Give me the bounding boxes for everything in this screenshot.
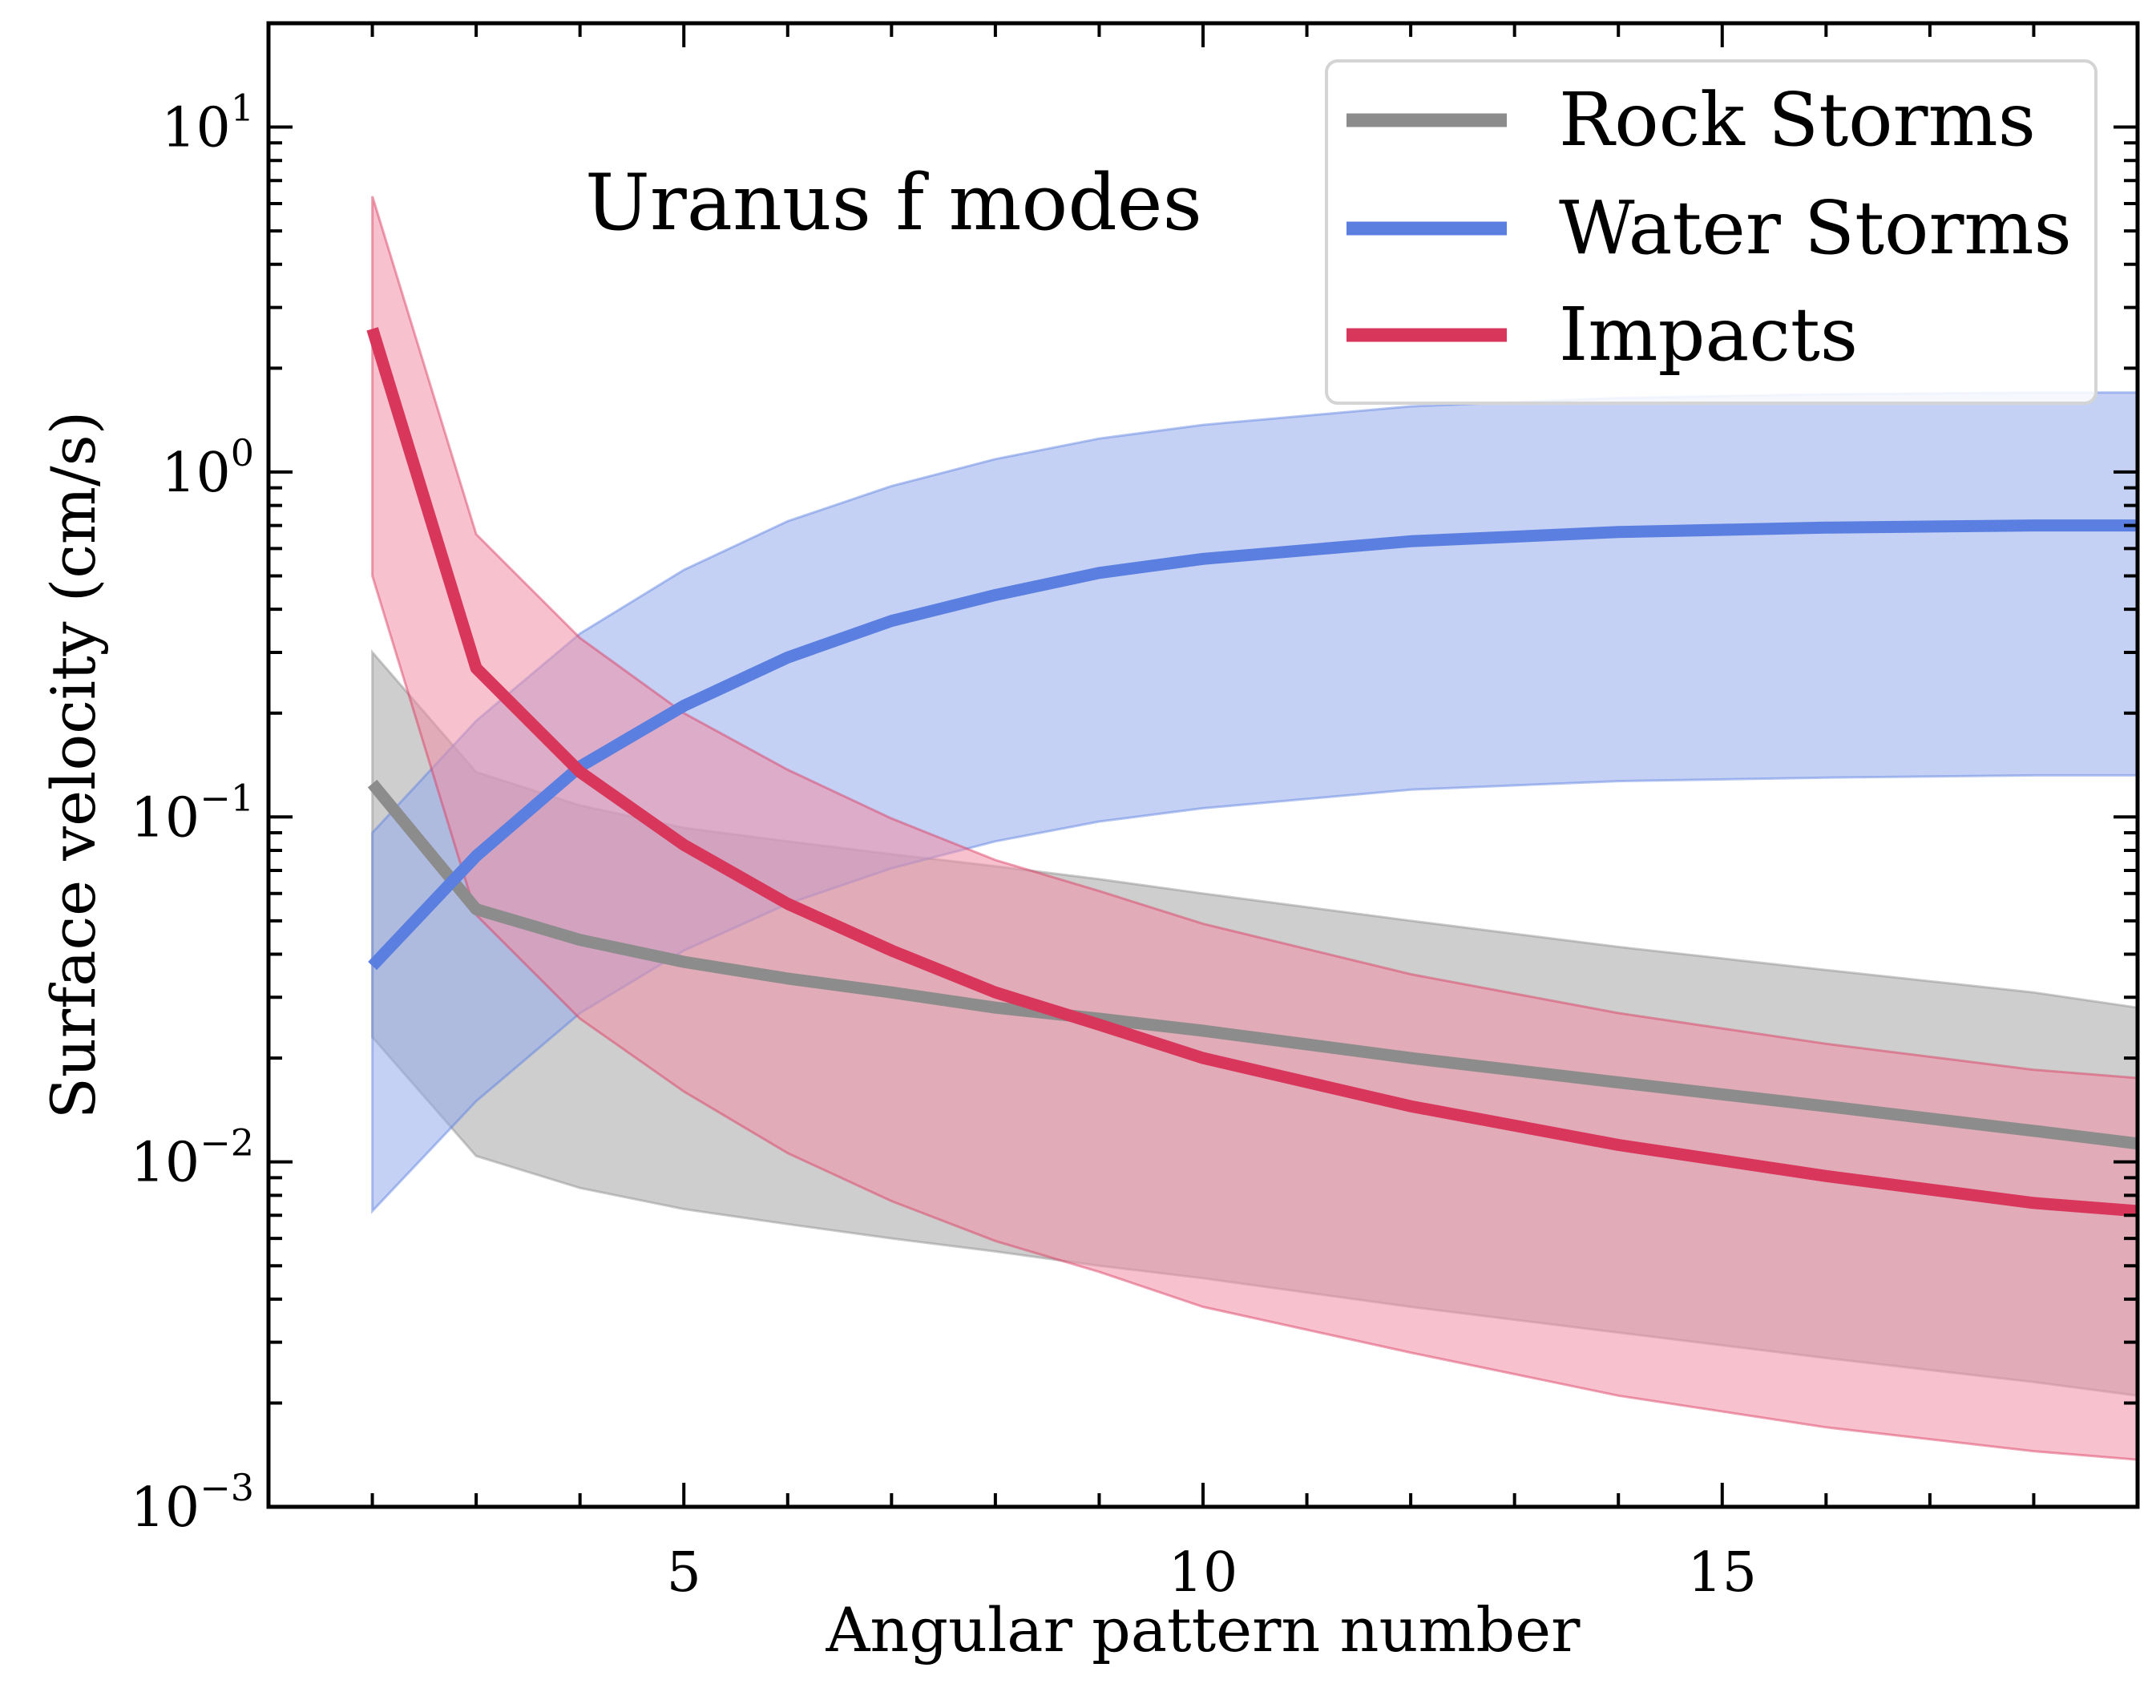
y-tick-label: 100 bbox=[161, 431, 254, 505]
series-lines bbox=[366, 327, 2138, 1217]
y-tick-label: 10−3 bbox=[131, 1466, 254, 1540]
legend-label-impacts: Impacts bbox=[1559, 292, 1858, 378]
x-tick-label: 5 bbox=[667, 1541, 701, 1605]
x-axis-label: Angular pattern number bbox=[826, 1594, 1581, 1666]
legend-label-water-storms: Water Storms bbox=[1559, 185, 2072, 271]
x-tick-label: 15 bbox=[1688, 1541, 1758, 1605]
x-tick-label: 10 bbox=[1169, 1541, 1238, 1605]
y-tick-label: 101 bbox=[161, 87, 254, 160]
series-line-impacts bbox=[366, 327, 2138, 1217]
legend-label-rock-storms: Rock Storms bbox=[1559, 77, 2036, 163]
tick-labels: 5 10 15 10−3 10−2 10−1 100 101 bbox=[131, 87, 1757, 1605]
y-axis-label: Surface velocity (cm/s) bbox=[38, 411, 109, 1120]
y-tick-label: 10−2 bbox=[131, 1121, 254, 1195]
legend-box bbox=[1325, 59, 2097, 405]
y-tick-label: 10−1 bbox=[131, 776, 254, 850]
series-line-water-storms bbox=[368, 519, 2138, 971]
plot-frame bbox=[266, 21, 2140, 1509]
legend: Rock Storms Water Storms Impacts bbox=[1325, 59, 2097, 405]
chart-annotation: Uranus f modes bbox=[585, 158, 1202, 248]
